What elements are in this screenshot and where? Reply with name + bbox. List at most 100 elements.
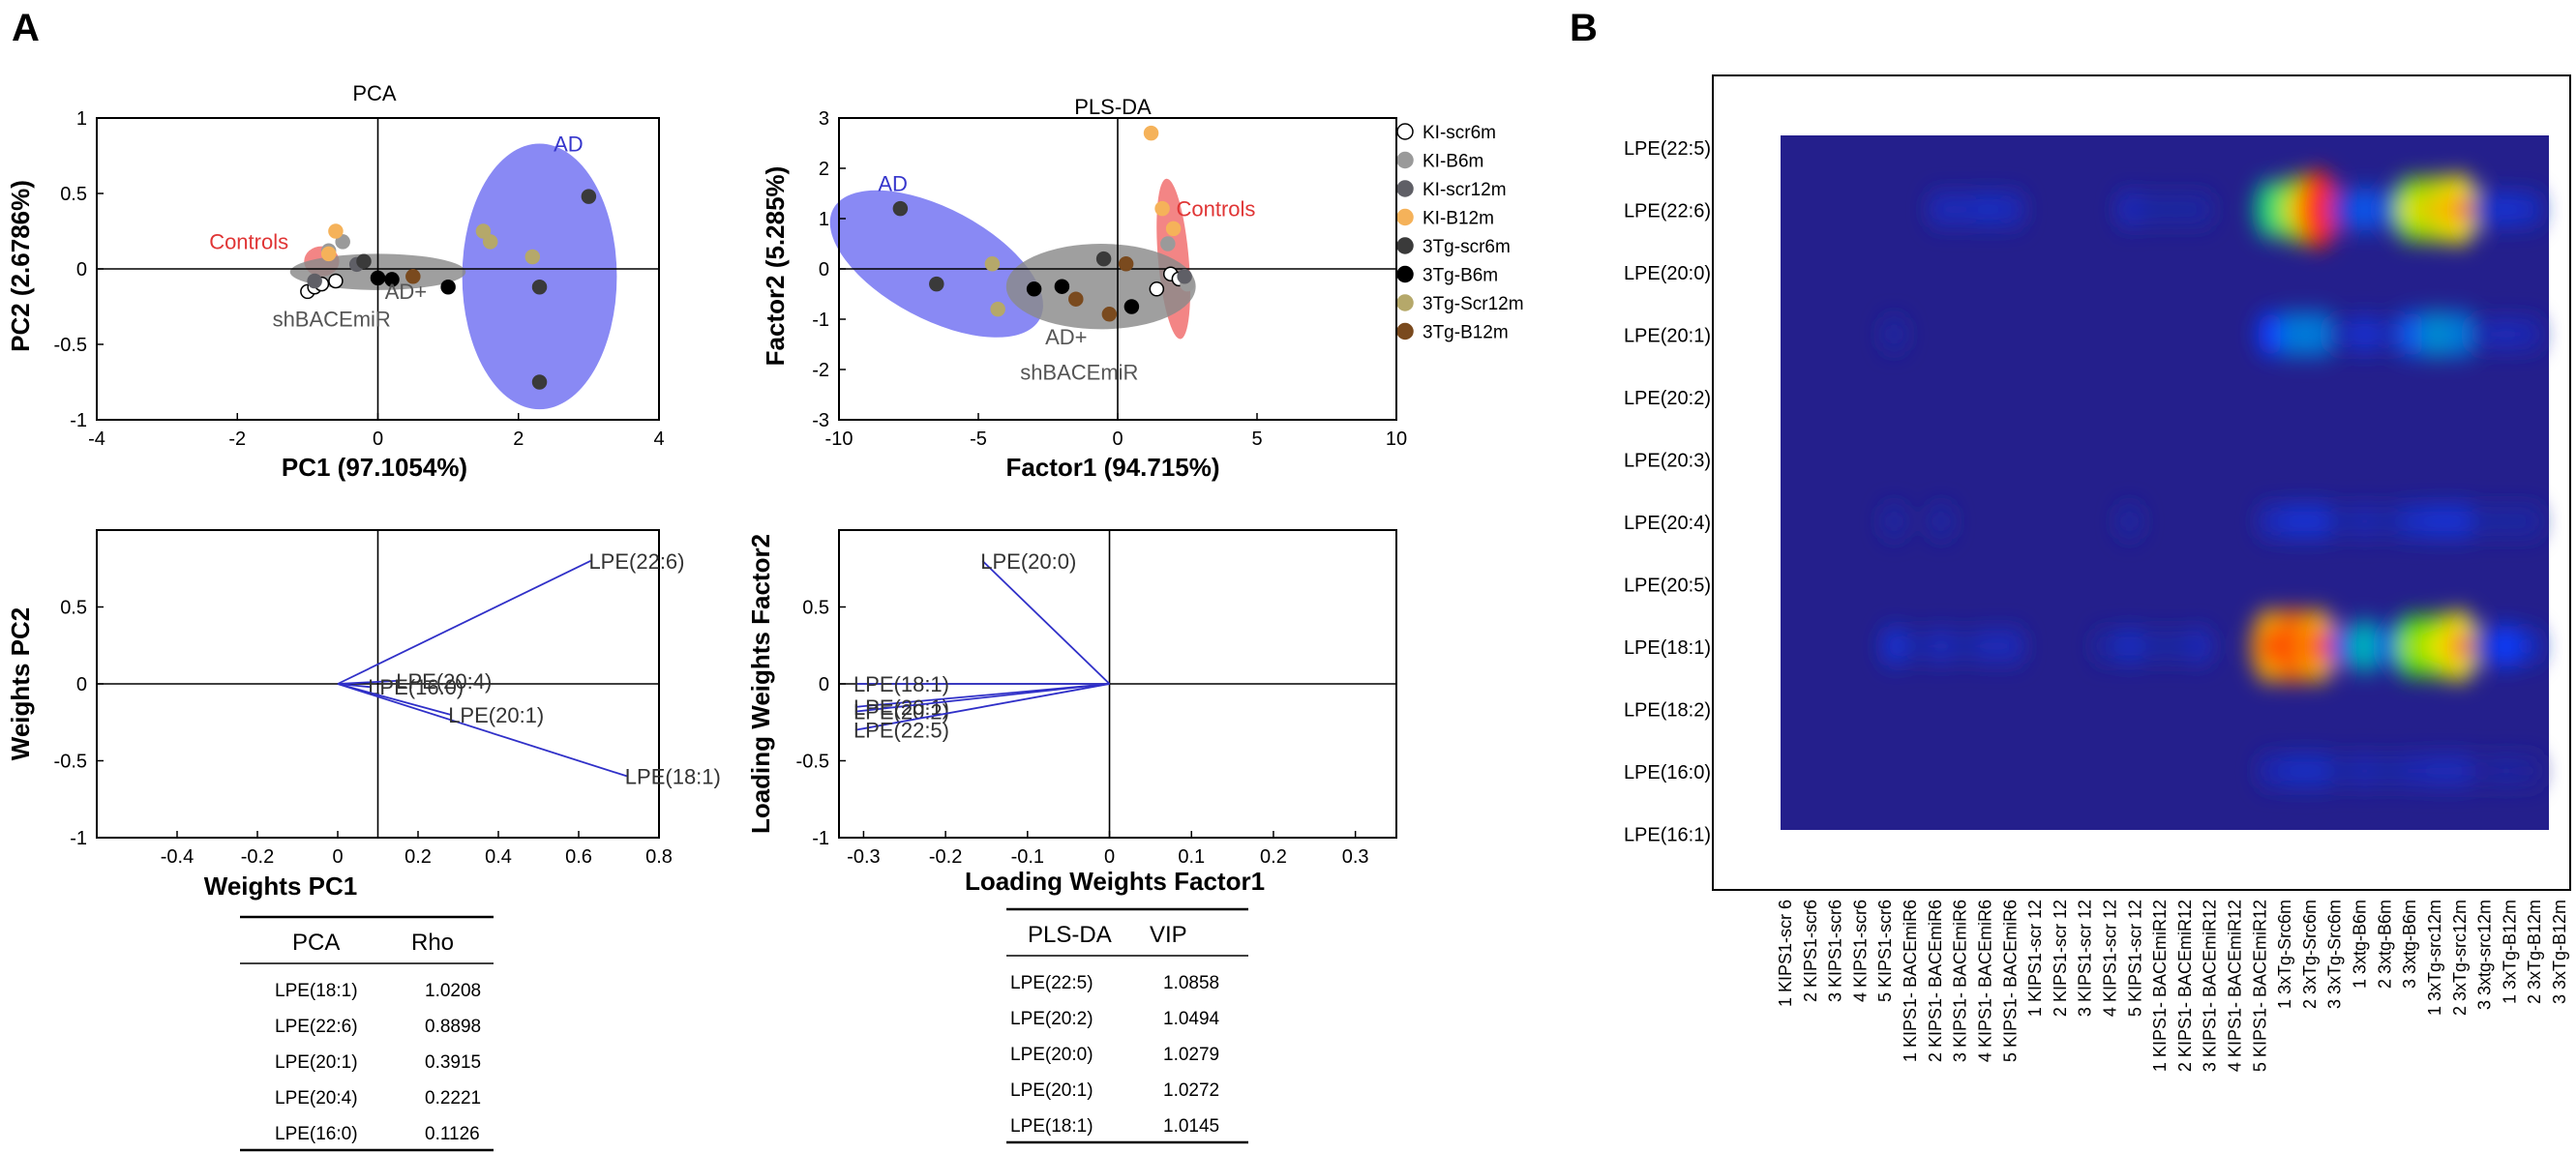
heatmap-cell <box>2423 751 2447 791</box>
heatmap-cell <box>2305 751 2330 791</box>
data-point <box>1101 307 1118 322</box>
heatmap-cell <box>2400 501 2424 542</box>
data-point <box>1026 281 1042 297</box>
data-point <box>524 249 541 265</box>
plsda-weights-plot: Loading Weights Factor1 Loading Weights … <box>746 529 1397 896</box>
legend-label: KI-B12m <box>1423 209 1494 229</box>
data-point <box>370 270 386 286</box>
heatmap-cell-core <box>2426 631 2445 662</box>
x-tick-label: 0.6 <box>565 846 592 868</box>
plsda-title: PLS-DA <box>1074 95 1152 119</box>
data-point <box>531 279 548 295</box>
heatmap-cell <box>1953 190 1977 229</box>
data-point <box>328 273 344 289</box>
data-point <box>1118 256 1134 272</box>
table-cell: 0.1126 <box>425 1124 480 1144</box>
heatmap-cell <box>2280 309 2309 360</box>
loading-vector <box>337 559 591 685</box>
heatmap-cell <box>2471 753 2494 789</box>
legend-marker <box>1396 237 1414 254</box>
legend-marker <box>1396 180 1414 197</box>
x-tick-label: -5 <box>970 429 987 450</box>
legend-label: KI-scr6m <box>1423 123 1496 143</box>
heatmap-column-label: 1 KIPS1- BACEmiR6 <box>1901 900 1920 1062</box>
legend-marker <box>1396 151 1414 169</box>
heatmap-cell-core <box>2307 192 2328 227</box>
plsda-weights-y-label: Loading Weights Factor2 <box>746 534 775 834</box>
y-tick-label: 0.5 <box>60 184 87 205</box>
x-tick-label: -0.2 <box>929 846 962 868</box>
x-tick-label: 0.2 <box>1260 846 1287 868</box>
y-tick-label: 0 <box>819 674 829 695</box>
pca-title: PCA <box>352 81 397 105</box>
heatmap-cell <box>2282 751 2307 791</box>
heatmap-cell-core <box>2449 192 2469 226</box>
confidence-region <box>829 190 1043 338</box>
plsda-scores-plot: PLS-DA Factor1 (94.715%) Factor2 (5.285%… <box>761 95 1524 482</box>
heatmap-column-label: 3 3xTg-B12m <box>2550 900 2569 1004</box>
x-tick-label: 0.3 <box>1342 846 1369 868</box>
heatmap-cell <box>2377 314 2401 354</box>
data-point <box>1054 279 1070 294</box>
heatmap-cell <box>2328 624 2354 668</box>
region-label-treated: AD+ <box>385 280 427 304</box>
heatmap-cell <box>1976 189 2000 230</box>
data-point <box>1068 291 1084 307</box>
y-tick-label: 1 <box>819 209 829 230</box>
vector-label: LPE(20:0) <box>980 549 1076 574</box>
pca-x-label: PC1 (97.1054%) <box>282 453 467 482</box>
heatmap-row-label: LPE(20:4) <box>1624 513 1711 534</box>
plsda-weights-x-label: Loading Weights Factor1 <box>965 867 1265 896</box>
heatmap-column-label: 4 KIPS1- BACEmiR12 <box>2226 900 2245 1072</box>
pca-scores-plot: PCA PC1 (97.1054%) PC2 (2.6786%) -4 -2 0 2 4… <box>6 81 665 482</box>
table-cell: LPE(22:6) <box>275 1017 358 1037</box>
data-point <box>892 200 909 217</box>
heatmap-column-label: 3 KIPS1- BACEmiR6 <box>1951 900 1970 1062</box>
table-cell: LPE(18:1) <box>275 981 358 1001</box>
heatmap-cell <box>1905 627 1930 665</box>
legend-label: 3Tg-B6m <box>1423 266 1498 286</box>
heatmap-row-label: LPE(20:3) <box>1624 451 1711 472</box>
vector-label: LPE(18:1) <box>625 764 721 788</box>
pca-weights-x-label: Weights PC1 <box>204 872 357 901</box>
data-point <box>307 273 322 289</box>
heatmap-cell <box>2398 310 2426 359</box>
region-label-treated-2: shBACEmiR <box>1020 360 1138 384</box>
heatmap-cell <box>2494 314 2518 354</box>
heatmap-cell <box>2303 309 2332 360</box>
data-point <box>1165 221 1182 237</box>
heatmap-cell <box>2117 626 2142 666</box>
data-point <box>531 374 548 390</box>
heatmap-cell <box>2470 626 2495 666</box>
vector-label: LPE(20:1) <box>448 703 544 727</box>
vector-label: LPE(22:5) <box>854 719 949 743</box>
heatmap-row-label: LPE(20:1) <box>1624 326 1711 347</box>
y-tick-label: -0.5 <box>796 752 829 773</box>
table-cell: 1.0272 <box>1163 1080 1219 1101</box>
pca-weights-plot: Weights PC1 Weights PC2 -0.4 -0.2 0 0.2 0.4 0… <box>6 529 721 901</box>
heatmap-row-label: LPE(16:0) <box>1624 762 1711 783</box>
region-label-treated: AD+ <box>1045 325 1087 349</box>
data-point <box>482 234 498 250</box>
table-header: PCA <box>292 930 340 956</box>
legend-marker <box>1396 265 1414 283</box>
heatmap-cell <box>2352 313 2378 355</box>
heatmap-cell <box>1976 626 2000 666</box>
x-tick-label: 0 <box>373 429 383 450</box>
y-tick-label: -2 <box>812 360 829 381</box>
y-tick-label: 0.5 <box>60 598 87 619</box>
heatmap-background <box>1781 135 2549 830</box>
heatmap-cell <box>2352 752 2377 790</box>
heatmap-cell <box>2257 310 2285 358</box>
table-header: VIP <box>1150 922 1187 948</box>
y-tick-label: -1 <box>70 828 87 849</box>
plsda-x-label: Factor1 (94.715%) <box>1005 453 1219 482</box>
heatmap-cell <box>2517 626 2542 666</box>
y-tick-label: -0.5 <box>54 335 87 356</box>
table-cell: LPE(20:0) <box>1010 1045 1093 1065</box>
heatmap-column-label: 5 KIPS1-scr6 <box>1875 900 1895 1002</box>
heatmap-cell <box>2375 624 2402 668</box>
heatmap-column-label: 5 KIPS1- BACEmiR12 <box>2250 900 2269 1072</box>
y-tick-label: 1 <box>76 108 87 130</box>
y-tick-label: -3 <box>812 410 829 431</box>
